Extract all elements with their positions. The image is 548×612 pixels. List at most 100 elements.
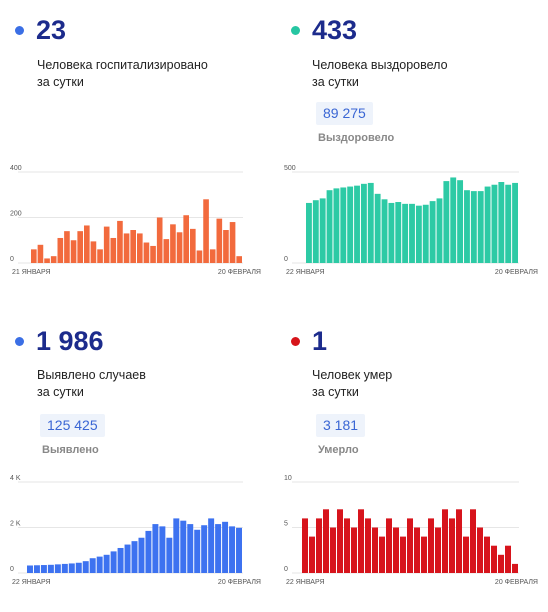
bar [156,217,163,263]
bar [27,565,33,573]
bar [367,182,374,263]
bar [37,244,44,263]
bar [512,182,518,263]
deaths-desc-line1: Человек умер [312,368,393,382]
cases-total-label: Выявлено [42,444,99,456]
bar [110,551,117,573]
bar [117,547,124,573]
y-tick-label: 0 [10,256,14,263]
bar [131,541,138,573]
bar [388,202,395,263]
deaths-desc-line2: за сутки [312,385,359,399]
bar [498,554,504,573]
bar [337,509,343,573]
bar [124,544,131,573]
bar [173,518,180,573]
panel-recovered: 433 Человека выздоровело за сутки 89 275… [274,0,548,302]
deaths-total-badge: 3 181 [316,414,366,437]
bar [54,564,61,573]
bar [407,518,413,573]
bar [372,527,378,573]
bar [463,536,469,573]
y-tick-label: 400 [10,165,22,172]
bar [201,525,208,573]
bar [68,563,75,573]
bar [464,190,470,263]
bar [505,545,511,573]
bar [215,524,222,573]
bar [477,527,483,573]
deaths-chart: 0 5 10 22 ЯНВАРЯ 20 ФЕВРАЛЯ [284,475,538,586]
bar [203,199,209,263]
bar [57,237,64,263]
bar [326,190,333,263]
cases-desc-line2: за сутки [37,385,84,399]
bar [456,509,462,573]
bar [75,562,82,573]
x-end-label: 20 ФЕВРАЛЯ [495,269,538,276]
bar [84,225,90,263]
bar [393,527,399,573]
bar [354,185,360,263]
bar [306,202,312,263]
bar [457,180,464,263]
y-tick-label: 0 [284,256,288,263]
y-tick-label: 0 [10,566,14,573]
bar [386,518,392,573]
bar [319,198,326,263]
bar [484,186,491,263]
bar [31,249,37,263]
bar [414,527,420,573]
hospitalized-desc-line2: за сутки [37,75,84,89]
bar [47,564,54,573]
bar [422,204,429,263]
recovered-total-badge: 89 275 [316,102,373,125]
bar [82,561,89,573]
cases-dot [15,337,24,346]
bar [187,524,194,573]
hospitalized-dot [15,26,24,35]
bar [150,245,156,263]
bar [159,526,166,573]
y-tick-label: 4 K [10,475,21,482]
y-tick-label: 0 [284,566,288,573]
bar [312,200,319,263]
bar [429,201,436,263]
recovered-chart: 0 500 22 ЯНВАРЯ 20 ФЕВРАЛЯ [284,165,538,276]
bar [89,558,96,573]
bar [166,537,173,573]
bar [33,565,40,573]
bar [123,233,130,263]
bar [302,518,308,573]
x-start-label: 22 ЯНВАРЯ [286,269,325,276]
bar [110,237,117,263]
bar [379,536,385,573]
bar [309,536,315,573]
bar [130,230,136,263]
bar [351,527,357,573]
bar [40,565,47,573]
bar [103,554,110,573]
bar [44,258,50,263]
bar [491,545,497,573]
bar [194,529,201,573]
bar [96,556,103,573]
bar [484,536,490,573]
bar [409,203,415,263]
bar [209,249,216,263]
recovered-desc-line2: за сутки [312,75,359,89]
cases-chart: 0 2 K 4 K 22 ЯНВАРЯ 20 ФЕВРАЛЯ [10,475,261,586]
bar [222,521,229,573]
bar [347,186,354,263]
cases-desc-line1: Выявлено случаев [37,368,146,382]
bar [97,249,103,263]
bar [428,518,434,573]
bar [442,509,448,573]
bar [236,527,242,573]
y-tick-label: 10 [284,475,292,482]
recovered-desc-line1: Человека выздоровело [312,58,448,72]
x-start-label: 21 ЯНВАРЯ [12,269,51,276]
bar [470,509,476,573]
x-start-label: 22 ЯНВАРЯ [286,579,325,586]
bar [61,563,68,573]
